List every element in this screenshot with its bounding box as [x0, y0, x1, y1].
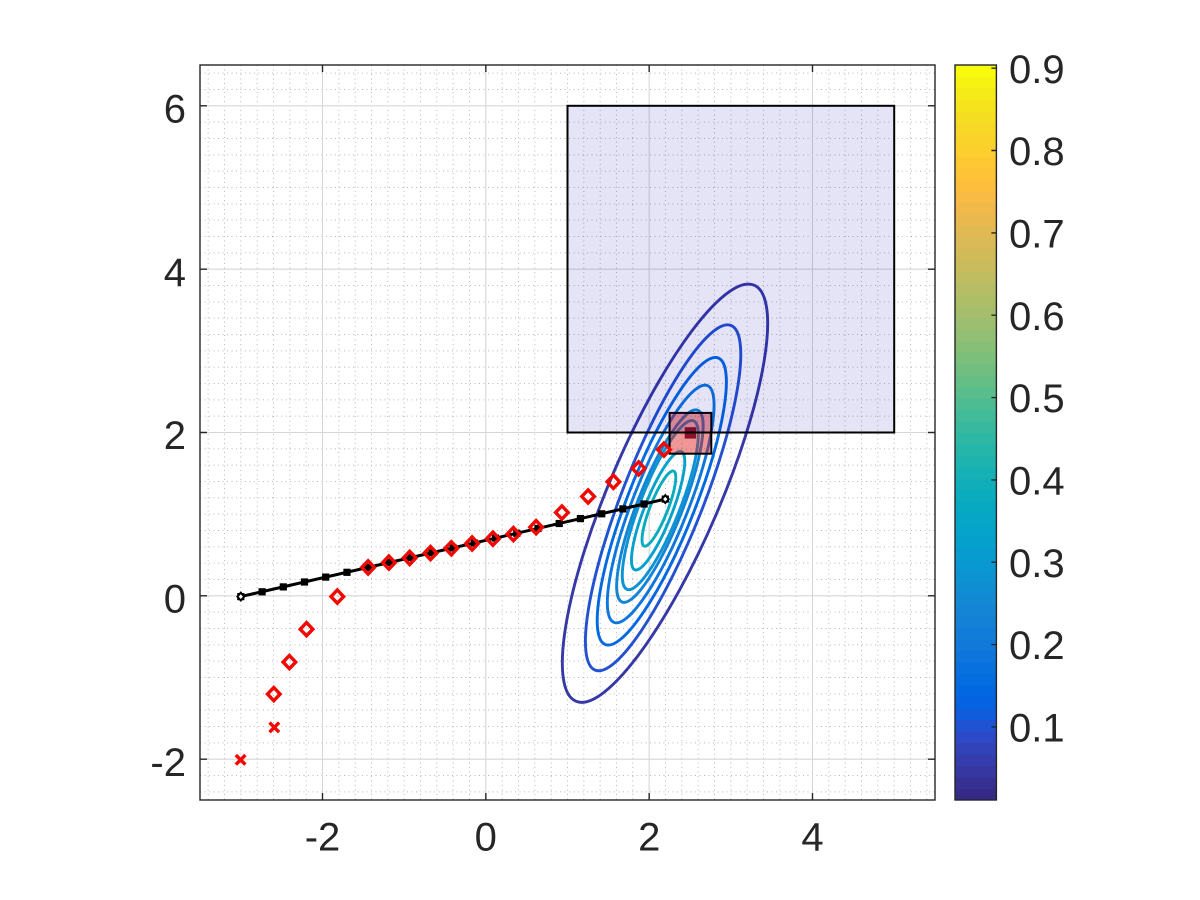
- svg-text:0.7: 0.7: [1009, 213, 1065, 257]
- svg-text:0.8: 0.8: [1009, 130, 1065, 174]
- svg-text:0.3: 0.3: [1009, 542, 1065, 586]
- svg-text:0.5: 0.5: [1009, 377, 1065, 421]
- svg-text:2: 2: [164, 414, 186, 458]
- svg-text:4: 4: [164, 251, 186, 295]
- svg-text:-2: -2: [150, 741, 186, 785]
- svg-text:0.4: 0.4: [1009, 460, 1065, 504]
- svg-text:0.1: 0.1: [1009, 707, 1065, 751]
- svg-text:-2: -2: [305, 816, 341, 860]
- svg-text:4: 4: [801, 816, 823, 860]
- svg-text:0: 0: [164, 577, 186, 621]
- svg-text:0: 0: [475, 816, 497, 860]
- svg-text:2: 2: [638, 816, 660, 860]
- svg-text:0.6: 0.6: [1009, 295, 1065, 339]
- svg-text:0.2: 0.2: [1009, 624, 1065, 668]
- svg-text:0.9: 0.9: [1009, 48, 1065, 92]
- svg-text:6: 6: [164, 87, 186, 131]
